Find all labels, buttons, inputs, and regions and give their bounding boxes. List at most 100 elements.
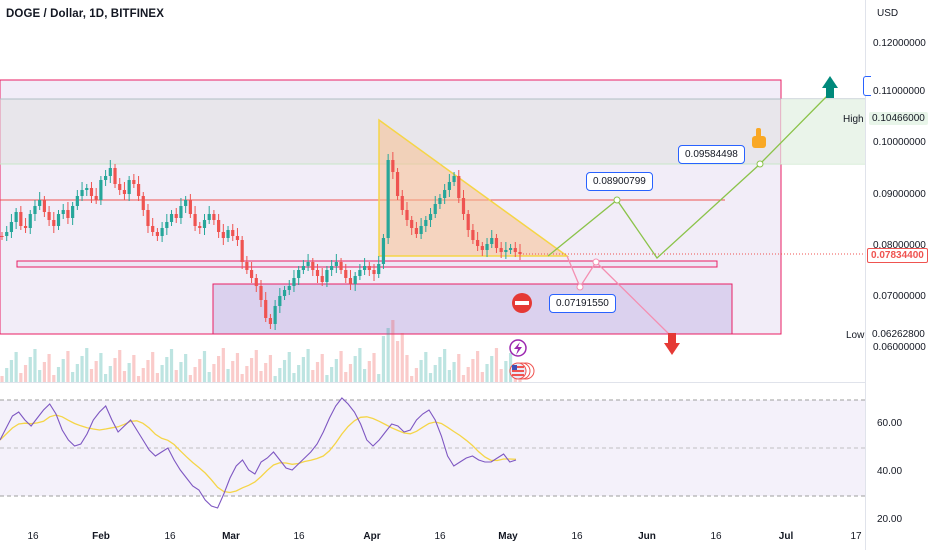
volume-bar: [504, 361, 508, 382]
volume-bar: [89, 369, 94, 382]
candle-body: [363, 266, 367, 270]
volume-bar: [221, 348, 225, 382]
candle-body: [344, 270, 348, 278]
rsi-tick: 20.00: [877, 514, 903, 525]
volume-bar: [461, 375, 466, 382]
candle-body: [480, 246, 484, 250]
candle-body: [353, 276, 357, 284]
rsi-tick: 60.00: [877, 418, 903, 429]
target-low-callout[interactable]: 0.07191550: [549, 294, 616, 313]
candle-body: [518, 252, 522, 254]
volume-bar: [395, 341, 400, 382]
candle-body: [66, 210, 70, 218]
price-tick: 0.08000000: [873, 240, 926, 251]
volume-bar: [367, 361, 371, 382]
volume-bar: [485, 364, 489, 382]
volume-bar: [165, 357, 169, 382]
support-bar: [16, 260, 718, 268]
volume-bar: [268, 355, 273, 382]
candle-body: [217, 220, 221, 232]
candle-body: [513, 248, 517, 252]
candle-body: [282, 290, 287, 296]
target-high-callout[interactable]: 0.09584498: [678, 145, 745, 164]
volume-bar: [391, 320, 395, 382]
volume-bar: [494, 348, 499, 382]
candle-body: [433, 204, 437, 214]
candle-body: [311, 262, 315, 270]
volume-bar: [330, 367, 334, 382]
volume-bar: [9, 360, 14, 382]
candle-body: [278, 296, 282, 306]
candle-body: [273, 306, 277, 324]
volume-bar: [28, 357, 32, 382]
arrow-down-icon: [664, 333, 680, 355]
candle-body: [179, 206, 183, 218]
candle-body: [315, 270, 320, 276]
volume-bar: [122, 371, 127, 382]
candle-body: [193, 214, 197, 226]
volume-bar: [433, 365, 437, 382]
target-zone: [781, 99, 865, 164]
candle-body: [169, 214, 174, 222]
candle-body: [38, 200, 42, 206]
volume-bar: [278, 368, 282, 382]
volume-bar: [400, 333, 404, 382]
volume-bar: [108, 366, 112, 382]
volume-bar: [428, 373, 433, 382]
pane-separator[interactable]: [0, 382, 932, 383]
us-flag-icon[interactable]: [509, 362, 535, 380]
price-axis[interactable]: [865, 0, 932, 550]
candle-body: [405, 210, 409, 220]
volume-bar: [348, 364, 353, 382]
time-tick: Mar: [222, 531, 240, 542]
volume-bar: [466, 367, 470, 382]
candle-body: [325, 270, 329, 282]
time-tick: Feb: [92, 531, 110, 542]
volume-bar: [254, 350, 258, 382]
candle-body: [94, 196, 98, 200]
candle-body: [221, 232, 225, 238]
projection-node: [613, 196, 621, 204]
candle-body: [184, 200, 188, 206]
volume-bar: [419, 360, 423, 382]
rsi-line: [0, 397, 517, 509]
volume-bar: [71, 372, 75, 382]
time-tick: 17: [850, 531, 862, 542]
candle-body: [122, 190, 127, 194]
candle-body: [320, 276, 324, 282]
volume-bar: [414, 368, 418, 382]
candle-body: [461, 198, 466, 214]
volume-bar: [381, 336, 386, 382]
lightning-icon[interactable]: [509, 339, 527, 357]
candle-body: [508, 248, 513, 250]
candle-body: [264, 300, 268, 318]
low-label: Low: [846, 330, 865, 341]
target-mid-callout[interactable]: 0.08900799: [586, 172, 653, 191]
candle-body: [207, 214, 211, 220]
current-price-tag: 0.07834400: [867, 248, 928, 263]
candle-body: [485, 244, 489, 250]
candle-body: [348, 278, 353, 284]
candle-body: [136, 184, 141, 196]
candle-body: [438, 198, 442, 204]
candle-body: [56, 214, 61, 226]
candle-body: [151, 226, 155, 232]
candle-body: [108, 168, 112, 176]
volume-bar: [0, 376, 4, 382]
time-tick: 16: [164, 531, 176, 542]
volume-bar: [127, 363, 131, 382]
candle-body: [377, 264, 381, 274]
candle-body: [419, 226, 423, 234]
volume-bar: [94, 361, 98, 382]
time-tick: 16: [710, 531, 722, 542]
candle-body: [428, 214, 433, 220]
candle-body: [89, 188, 94, 196]
high-value: 0.10466000: [869, 112, 928, 125]
price-tick: 0.06000000: [873, 342, 926, 353]
candle-body: [259, 286, 263, 300]
candle-body: [297, 270, 301, 278]
candle-body: [254, 278, 258, 286]
candle-body: [5, 232, 9, 236]
volume-bar: [325, 375, 329, 382]
